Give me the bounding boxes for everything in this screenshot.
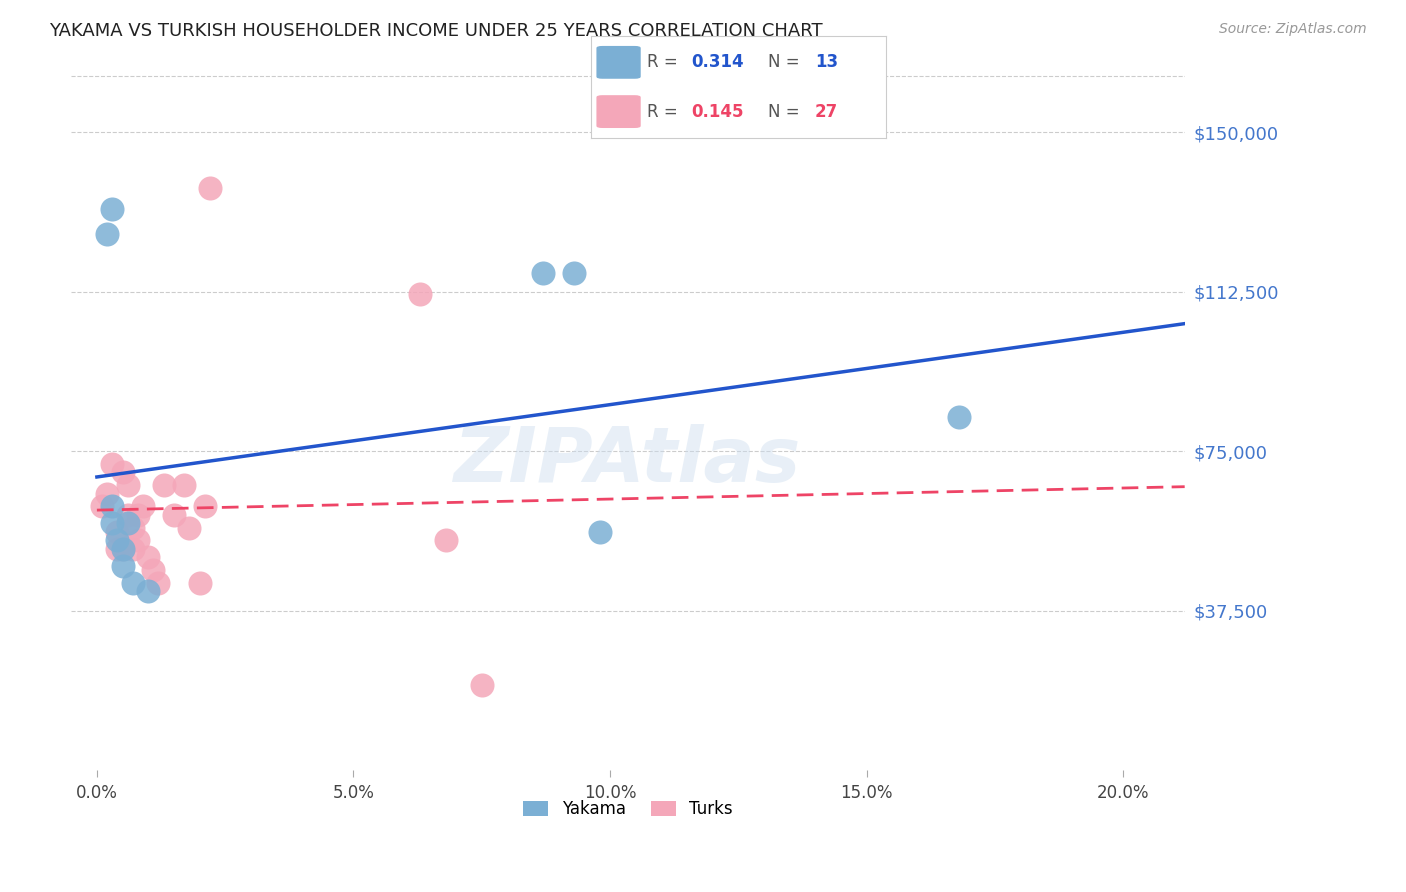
Point — [117, 478, 139, 492]
Text: N =: N = — [768, 103, 804, 120]
Point — [107, 524, 129, 539]
Text: 0.145: 0.145 — [690, 103, 744, 120]
Point — [111, 541, 134, 556]
Point — [111, 558, 134, 573]
Point — [101, 457, 124, 471]
Point — [188, 576, 211, 591]
Point — [101, 516, 124, 531]
Point — [179, 521, 201, 535]
Point — [127, 508, 149, 522]
Point — [562, 266, 585, 280]
Text: R =: R = — [647, 53, 683, 70]
Point — [121, 541, 143, 556]
Point — [152, 478, 174, 492]
Point — [589, 524, 612, 539]
Point — [107, 541, 129, 556]
Point — [121, 576, 143, 591]
Point — [434, 533, 457, 548]
Text: N =: N = — [768, 53, 804, 70]
FancyBboxPatch shape — [596, 95, 641, 128]
Text: Source: ZipAtlas.com: Source: ZipAtlas.com — [1219, 22, 1367, 37]
Point — [96, 486, 118, 500]
Text: YAKAMA VS TURKISH HOUSEHOLDER INCOME UNDER 25 YEARS CORRELATION CHART: YAKAMA VS TURKISH HOUSEHOLDER INCOME UND… — [49, 22, 823, 40]
Point — [163, 508, 186, 522]
Point — [173, 478, 195, 492]
Text: R =: R = — [647, 103, 683, 120]
Legend: Yakama, Turks: Yakama, Turks — [516, 794, 740, 825]
Point — [101, 202, 124, 216]
Point — [107, 533, 129, 548]
Point — [111, 466, 134, 480]
Point — [132, 500, 155, 514]
Text: 0.314: 0.314 — [690, 53, 744, 70]
Text: ZIPAtlas: ZIPAtlas — [454, 425, 801, 499]
Point — [948, 410, 970, 425]
Point — [136, 550, 159, 565]
Point — [471, 678, 494, 692]
Point — [142, 563, 165, 577]
Point — [409, 286, 432, 301]
Point — [531, 266, 554, 280]
Point — [194, 500, 217, 514]
Point — [91, 500, 114, 514]
Point — [198, 180, 221, 194]
Point — [148, 576, 170, 591]
Text: 13: 13 — [815, 53, 838, 70]
Point — [127, 533, 149, 548]
Text: 27: 27 — [815, 103, 838, 120]
Point — [117, 508, 139, 522]
Point — [96, 227, 118, 242]
FancyBboxPatch shape — [596, 46, 641, 78]
Point — [121, 521, 143, 535]
Point — [117, 516, 139, 531]
Point — [136, 584, 159, 599]
Point — [101, 500, 124, 514]
Point — [111, 541, 134, 556]
